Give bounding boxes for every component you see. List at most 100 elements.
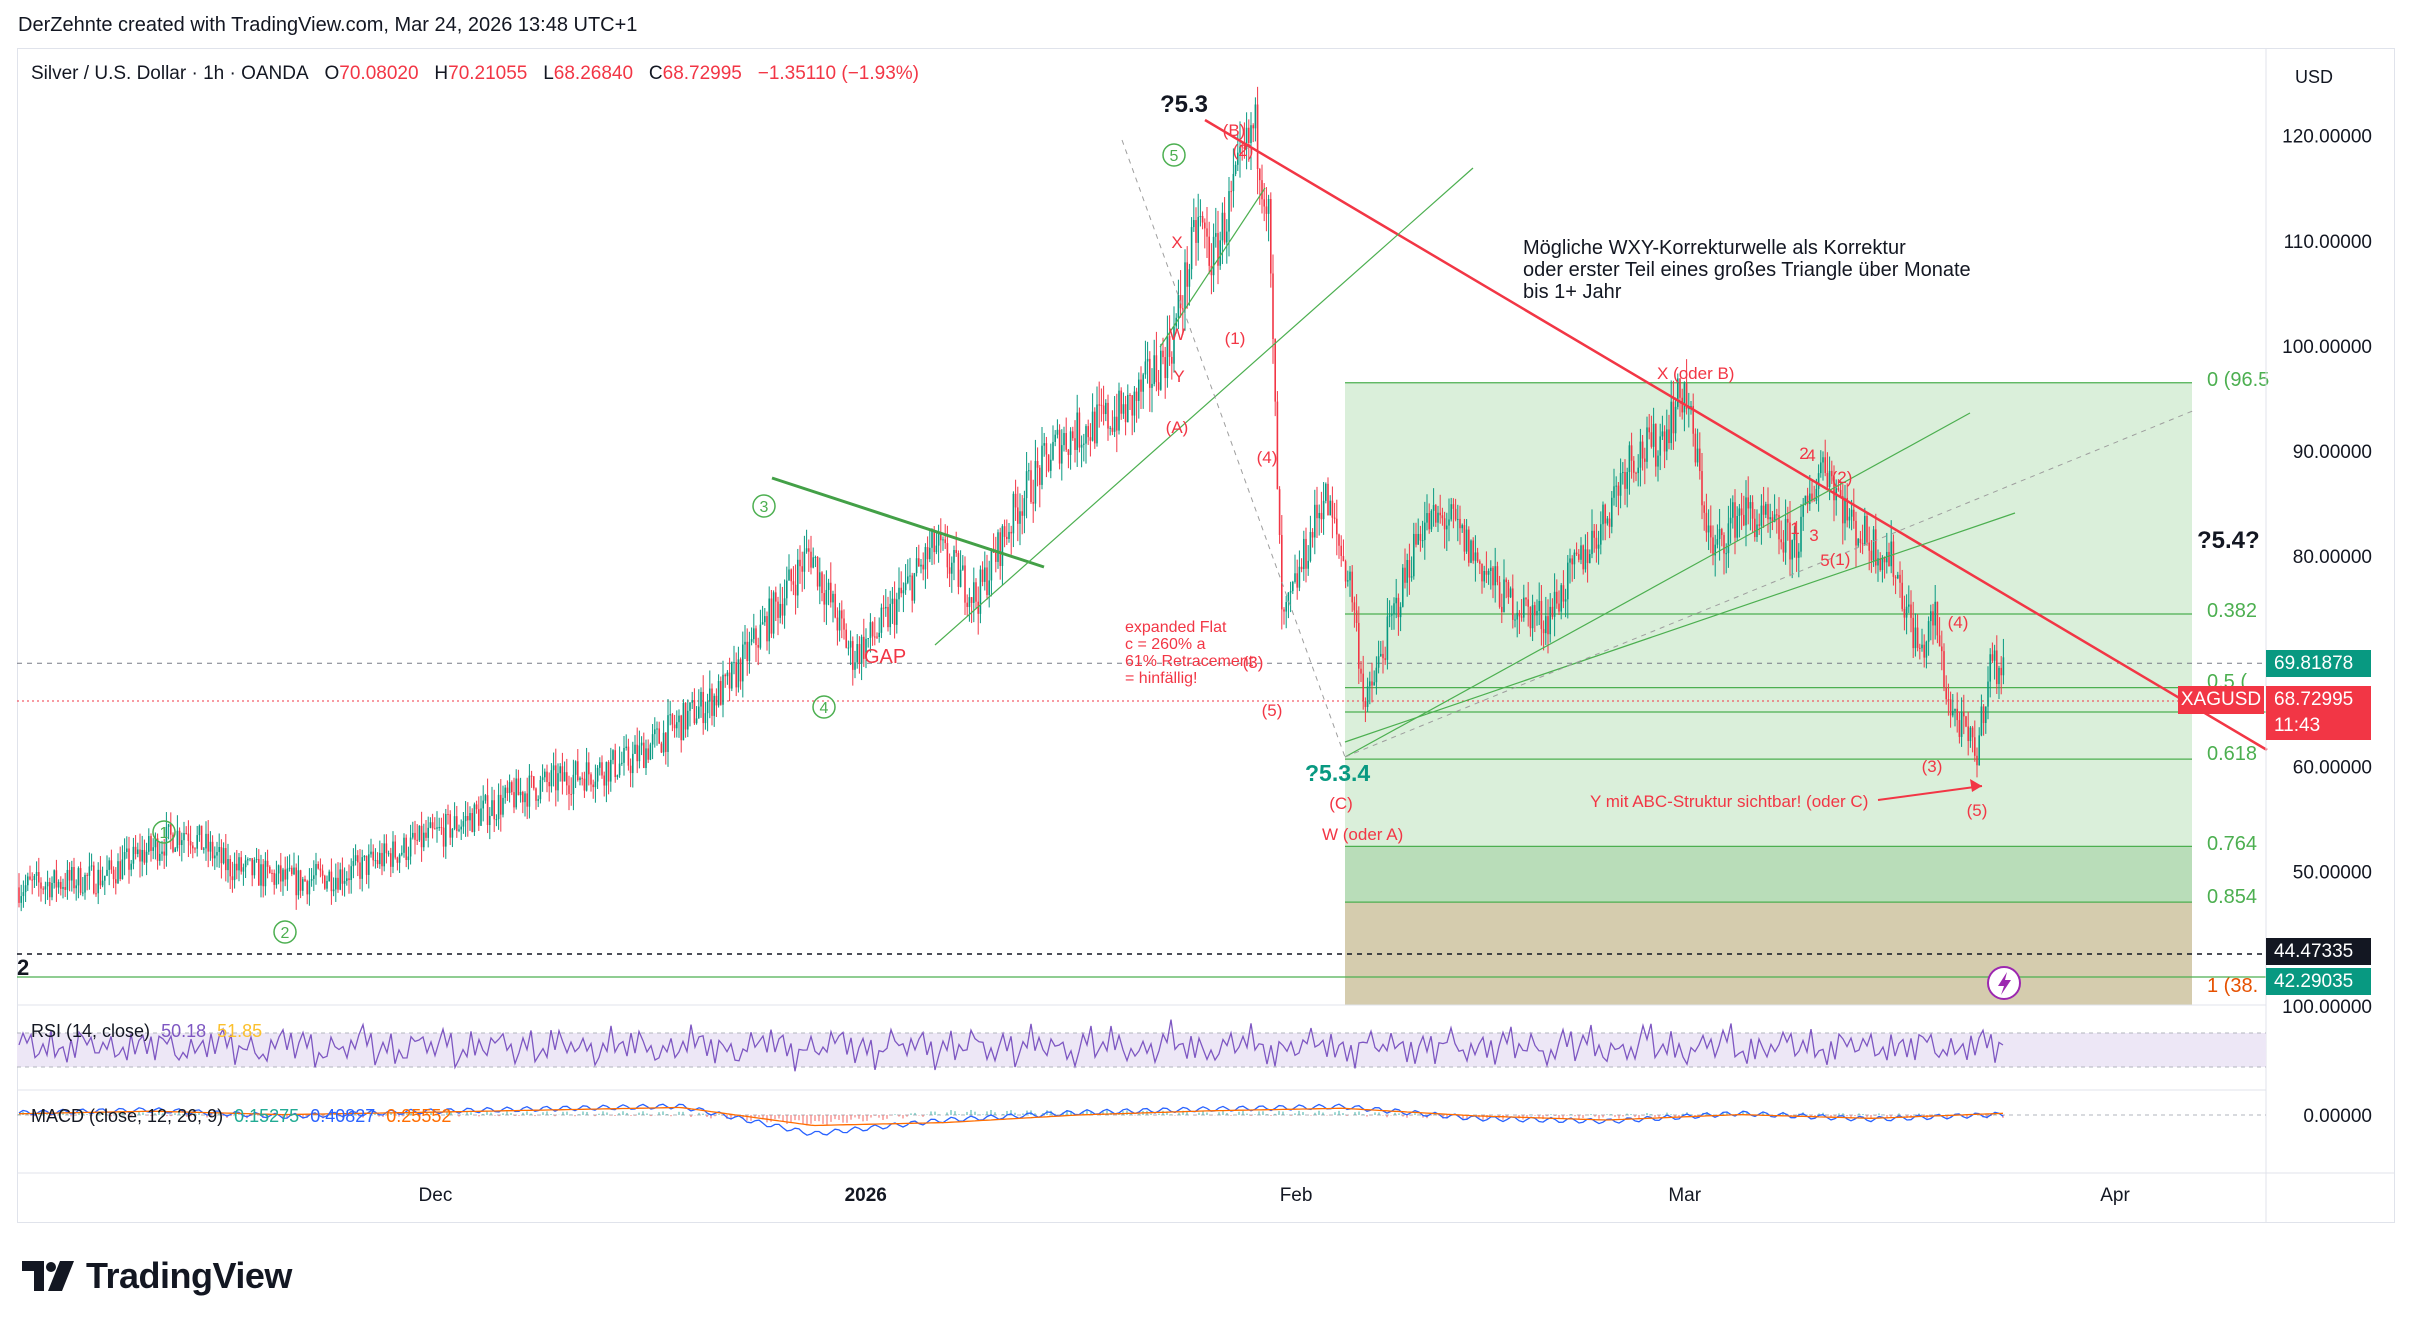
candle-body <box>269 866 271 873</box>
candle-body <box>1919 647 1921 649</box>
candle-body <box>671 714 674 725</box>
candle-body <box>790 569 792 582</box>
candle-body <box>911 575 913 601</box>
candle-body <box>799 559 801 567</box>
candle-body <box>1743 514 1745 526</box>
currency-button[interactable]: USD <box>2294 67 2333 87</box>
candle-body <box>1943 651 1945 688</box>
candle-body <box>1234 164 1237 174</box>
candle-body <box>1325 483 1327 501</box>
candle-body <box>275 873 278 885</box>
candle-body <box>478 809 480 826</box>
candle-body <box>238 857 240 871</box>
candle-body <box>376 860 379 865</box>
candle-body <box>106 869 108 876</box>
symbol-legend[interactable]: Silver / U.S. Dollar · 1h · OANDA O70.08… <box>31 63 919 85</box>
candle-body <box>1853 509 1855 521</box>
candle-body <box>464 816 467 822</box>
candle-body <box>722 674 724 705</box>
candle-body <box>1252 125 1254 129</box>
candle-body <box>361 857 363 879</box>
candle-body <box>460 826 462 830</box>
candle-body <box>541 777 544 781</box>
candle-body <box>1945 687 1947 700</box>
candle-body <box>1870 550 1873 561</box>
candle-body <box>1666 429 1668 452</box>
candle-body <box>1769 517 1771 520</box>
candle-body <box>1575 552 1578 555</box>
candle-body <box>706 701 709 714</box>
candle-body <box>1718 529 1721 540</box>
candle-body <box>1364 701 1367 707</box>
candle-body <box>1729 517 1732 524</box>
candle-body <box>715 695 718 706</box>
wave-label: (4) <box>1257 448 1278 467</box>
candle-body <box>1030 470 1032 503</box>
candle-body <box>194 848 196 850</box>
candle-body <box>1826 472 1829 488</box>
candle-body <box>1714 544 1716 556</box>
candle-body <box>1131 395 1133 416</box>
rsi-value: 50.18 <box>161 1021 207 1041</box>
candle-body <box>808 548 810 552</box>
rsi-pane <box>17 1019 2266 1072</box>
candle-body <box>1831 470 1833 477</box>
candle-body <box>1410 576 1413 578</box>
candle-body <box>940 533 942 541</box>
candle-body <box>403 837 405 853</box>
candle-body <box>108 860 110 870</box>
time-tick-label: Apr <box>2100 1185 2130 1206</box>
candle-body <box>937 533 940 546</box>
candle-body <box>348 878 350 880</box>
candle-body <box>418 825 421 841</box>
candle-body <box>1481 563 1483 582</box>
candle-body <box>126 848 128 853</box>
candle-body <box>625 746 627 748</box>
rsi-legend[interactable]: RSI (14, close) 50.18 51.85 <box>31 1021 268 1042</box>
candle-body <box>258 858 260 886</box>
candle-body <box>379 852 381 865</box>
candle-body <box>1406 559 1408 583</box>
candle-body <box>486 795 489 826</box>
candle-body <box>975 582 977 602</box>
candle-body <box>1096 404 1098 444</box>
candle-body <box>1745 497 1747 526</box>
candle-body <box>1806 495 1809 505</box>
candle-body <box>524 793 526 803</box>
candle-body <box>423 832 425 848</box>
candle-body <box>1571 558 1573 565</box>
candle-body <box>1811 493 1813 501</box>
candle-body <box>953 550 955 563</box>
candle-body <box>1910 604 1912 618</box>
candle-body <box>328 871 330 881</box>
candle-body <box>594 781 597 788</box>
candle-body <box>1954 708 1956 711</box>
candle-body <box>451 828 454 838</box>
tradingview-logo[interactable]: TradingView <box>22 1255 292 1296</box>
candle-body <box>387 853 390 855</box>
candle-body <box>139 849 141 862</box>
candle-body <box>781 603 784 616</box>
candle-body <box>1573 552 1576 565</box>
candle-body <box>1311 531 1314 538</box>
candle-body <box>93 865 95 894</box>
macd-legend[interactable]: MACD (close, 12, 26, 9) 0.15275 0.40827 … <box>31 1106 457 1127</box>
candle-body <box>1824 457 1826 473</box>
candle-body <box>1256 104 1259 169</box>
wave-label: W <box>1169 325 1185 344</box>
candle-body <box>1351 571 1353 603</box>
candle-body <box>1025 471 1028 499</box>
candle-body <box>1318 512 1320 519</box>
candle-body <box>121 859 124 880</box>
candle-body <box>1457 518 1459 520</box>
candle-body <box>1679 378 1681 398</box>
candle-body <box>346 878 348 881</box>
candle-body <box>933 530 935 553</box>
candle-body <box>843 618 845 630</box>
candle-body <box>262 864 264 887</box>
candle-body <box>590 774 592 785</box>
candle-body <box>1483 571 1485 582</box>
candle-body <box>295 867 297 896</box>
candle-body <box>1545 616 1547 634</box>
